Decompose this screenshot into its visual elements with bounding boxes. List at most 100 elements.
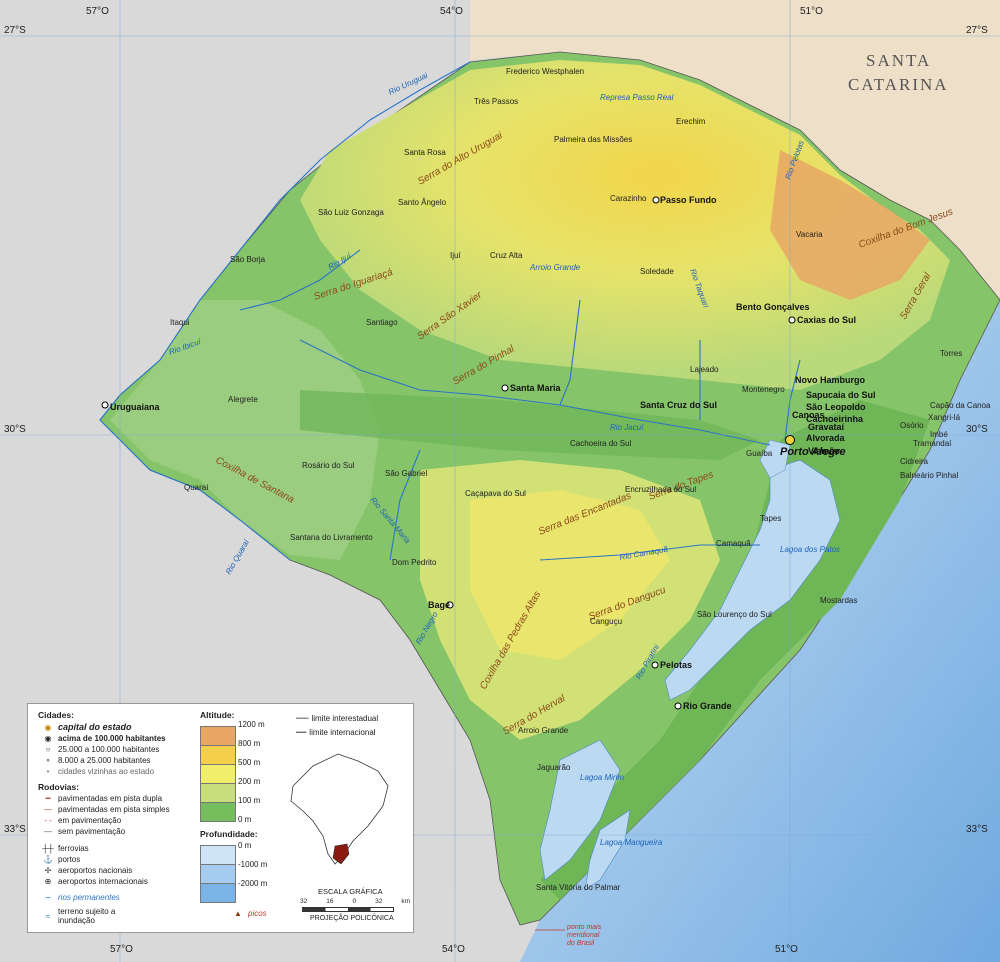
coord-top-54: 54°O (440, 6, 463, 17)
city-imbe: Imbé (930, 430, 948, 439)
major-cities: Porto Alegre Passo Fundo Caxias do Sul S… (101, 195, 876, 711)
altitude-swatch-200 (200, 783, 236, 803)
campos-de-cima-da-serra (770, 150, 930, 300)
altitude-swatch-800 (200, 745, 236, 765)
santa-catarina-area (470, 0, 1000, 300)
city-tramandai: Tramandaí (913, 439, 952, 448)
city-santa-maria: Santa Maria (510, 383, 562, 393)
city-guaiba: Guaíba (746, 449, 773, 458)
city-cachoeira-do-sul: Cachoeira do Sul (570, 439, 632, 448)
altitude-label-500: 500 m (238, 758, 261, 767)
planalto-meridional (300, 60, 950, 390)
altitude-label-1200: 1200 m (238, 720, 265, 729)
campanha-region (110, 300, 380, 560)
legend-rodovias-title: Rodovias: (38, 782, 80, 792)
uruguaiana-marker (101, 401, 109, 409)
city-ijui: Ijuí (450, 251, 461, 260)
city-sao-gabriel: São Gabriel (385, 469, 427, 478)
city-pelotas: Pelotas (660, 660, 692, 670)
lago-guaiba (759, 439, 791, 479)
legend-aeroportos-internacionais: ⊕ aeroportos internacionais (44, 877, 148, 886)
city-santo-angelo: Santo Ângelo (398, 198, 447, 207)
altitude-swatch-500 (200, 764, 236, 784)
city-cacapava: Caçapava do Sul (465, 489, 526, 498)
depressao-central (300, 390, 760, 460)
city-santa-vitoria: Santa Vitória do Palmar (536, 883, 621, 892)
legend-rios: ∼ rios permanentes (44, 893, 120, 902)
depth-swatch-1000 (200, 864, 236, 884)
city-arroio-grande: Arroio Grande (518, 726, 569, 735)
coord-left-27: 27°S (4, 25, 26, 36)
svg-text:do Brasil: do Brasil (567, 940, 595, 947)
depth-label-0: 0 m (238, 841, 252, 850)
city-porto-alegre: Porto Alegre (780, 446, 846, 458)
projection-label: PROJEÇÃO POLICÔNICA (310, 915, 394, 922)
city-caxias: Caxias do Sul (797, 315, 856, 325)
legend-100k: ◉ acima de 100.000 habitantes (44, 734, 166, 743)
caxias-marker (788, 316, 796, 324)
rivers (99, 61, 801, 561)
legend-8k: ∘ 8.000 a 25.000 habitantes (45, 756, 151, 765)
water-represa-passo-fundo: Represa Passo Real (600, 93, 674, 102)
city-alegrete: Alegrete (228, 395, 258, 404)
city-santiago: Santiago (366, 318, 398, 327)
coord-bottom-54: 54°O (442, 944, 465, 955)
legend-portos: ⚓ portos (43, 855, 81, 864)
coord-right-33: 33°S (966, 824, 988, 835)
legend-inundacao: ≈ terreno sujeito a inundação (45, 907, 116, 925)
altitude-label-800: 800 m (238, 739, 261, 748)
city-quarai: Quaraí (184, 483, 209, 492)
water-represa-passo-real: Arroio Grande (529, 263, 581, 272)
city-cangucu: Canguçu (590, 617, 622, 626)
legend-road-sem: — sem pavimentação (44, 827, 126, 836)
minor-city-labels: Erechim Ijuí Santo Ângelo Santa Rosa São… (170, 67, 991, 892)
map-legend: Cidades: ◉ capital do estado ◉ acima de 10… (27, 703, 414, 933)
legend-limite-internacional: ━·━ limite internacional (296, 728, 376, 737)
rs-highlight (332, 843, 350, 865)
city-sapucaia: Sapucaia do Sul (806, 390, 876, 400)
water-lagoa-mirim: Lagoa Mirim (580, 773, 624, 782)
pelotas-marker (651, 661, 659, 669)
city-sao-lourenco: São Lourenço do Sul (697, 610, 772, 619)
city-erechim: Erechim (676, 117, 706, 126)
state-label-catarina: CATARINA (848, 75, 949, 94)
coordinate-labels: 57°O 54°O 51°O 57°O 54°O 51°O 27°S 30°S … (4, 6, 988, 955)
city-sao-leopoldo: São Leopoldo (806, 402, 866, 412)
altitude-label-200: 200 m (238, 777, 261, 786)
city-dom-pedrito: Dom Pedrito (392, 558, 437, 567)
city-torres: Torres (940, 349, 962, 358)
city-canoas: Canoas (792, 410, 825, 420)
coord-bottom-51: 51°O (775, 944, 798, 955)
altitude-label-100: 100 m (238, 796, 261, 805)
city-capao-da-canoa: Capão da Canoa (930, 401, 991, 410)
city-bage: Bagé (428, 600, 450, 610)
legend-aeroportos-nacionais: ✢ aeroportos nacionais (44, 866, 133, 875)
legend-profundidade-title: Profundidade: (200, 829, 258, 839)
coord-bottom-57: 57°O (110, 944, 133, 955)
depth-label-2000: -2000 m (238, 879, 268, 888)
city-encruzilhada: Encruzilhada do Sul (625, 485, 696, 494)
depth-label-1000: -1000 m (238, 860, 268, 869)
city-camaqua: Camaquã (716, 539, 751, 548)
passo-fundo-marker (652, 196, 660, 204)
city-jaguarao: Jaguarão (537, 763, 571, 772)
city-rosario-do-sul: Rosário do Sul (302, 461, 355, 470)
city-itaqui: Itaqui (170, 318, 190, 327)
extreme-south-note: ponto mais meridional do Brasil (535, 924, 602, 947)
svg-text:ponto mais: ponto mais (566, 924, 602, 931)
legend-cidades-title: Cidades: (38, 710, 74, 720)
state-label-santa: SANTA (866, 51, 931, 70)
svg-text:meridional: meridional (567, 932, 600, 939)
porto-alegre-marker (785, 435, 795, 445)
coord-right-30: 30°S (966, 424, 988, 435)
coord-top-51: 51°O (800, 6, 823, 17)
city-novo-hamburgo: Novo Hamburgo (795, 375, 866, 385)
brazil-locator-map (290, 753, 389, 865)
city-tapes: Tapes (760, 514, 781, 523)
water-lagoa-mangueira: Lagoa Mangueira (600, 838, 663, 847)
city-viamao: Viamão (808, 446, 840, 456)
city-bento-goncalves: Bento Gonçalves (736, 302, 810, 312)
legend-road-pavimentacao: - - em pavimentação (44, 816, 122, 825)
depth-swatch-0 (200, 845, 236, 865)
city-sao-borja: São Borja (230, 255, 266, 264)
